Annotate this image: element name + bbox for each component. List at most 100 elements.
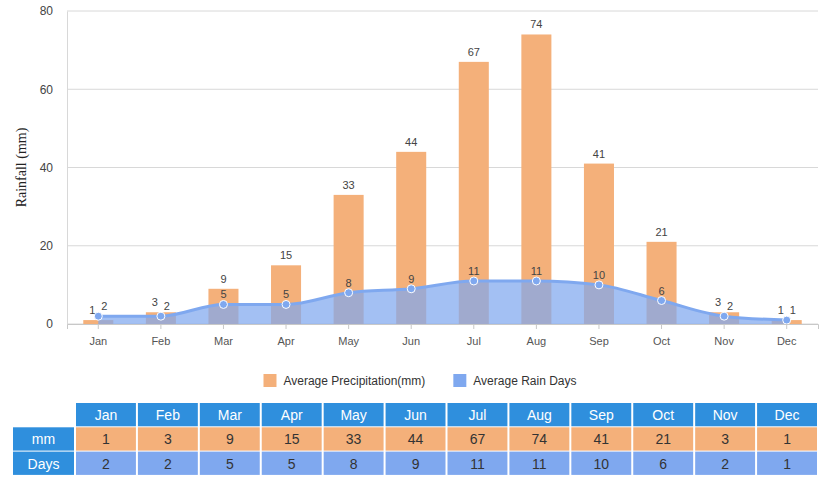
x-tick-mark: [536, 324, 537, 329]
y-tick-label: 80: [40, 4, 54, 18]
x-tick: Jan: [89, 324, 107, 347]
table-cell: [200, 452, 260, 475]
point-label: 1: [790, 304, 796, 316]
table-cell: [76, 452, 136, 475]
table-cell-text: 10: [594, 456, 610, 472]
grid-line: [67, 89, 818, 90]
table-cell: [262, 452, 322, 475]
table-cell-text: 74: [532, 431, 548, 447]
x-tick: Jun: [402, 324, 420, 347]
table-cell: [633, 427, 693, 450]
table-cell: [695, 452, 755, 475]
legend-swatch: [263, 374, 276, 387]
x-tick-mark: [348, 324, 349, 329]
table-cell-text: 11: [532, 456, 547, 472]
table-cell: [324, 427, 384, 450]
table-cell: [571, 427, 631, 450]
bar-label: 3: [715, 296, 721, 308]
point-label: 8: [346, 277, 352, 289]
point: [783, 316, 791, 324]
x-tick-mark: [724, 324, 725, 329]
table-header-text: May: [340, 407, 366, 423]
x-tick-mark: [473, 324, 474, 329]
y-tick: 0: [46, 317, 67, 331]
table-header-cell: [324, 403, 384, 426]
x-tick-mark: [661, 324, 662, 329]
table-cell: [509, 452, 569, 475]
x-tick-mark: [786, 324, 787, 329]
legend-label: Average Rain Days: [473, 374, 576, 388]
point: [407, 285, 415, 293]
x-tick-label: Feb: [151, 335, 170, 347]
table-cell: [324, 452, 384, 475]
table-cell: [509, 427, 569, 450]
table-cell-text: 6: [659, 456, 667, 472]
legend-item: Average Rain Days: [453, 374, 576, 388]
table-header-cell: [200, 403, 260, 426]
point-label: 11: [531, 265, 542, 277]
x-tick: Sep: [589, 324, 609, 347]
table-header-cell: [386, 403, 446, 426]
table-header-text: Nov: [713, 407, 738, 423]
table-cell-text: 67: [470, 431, 486, 447]
point-label: 2: [101, 300, 107, 312]
table-header-cell: [757, 403, 817, 426]
y-tick-label: 40: [40, 161, 54, 175]
table-cell-text: 1: [783, 431, 791, 447]
bar-label: 21: [655, 226, 667, 238]
table-header-cell: [448, 403, 508, 426]
table-cell-text: 8: [350, 456, 358, 472]
table-cell: [757, 452, 817, 475]
bar-label: 41: [593, 148, 605, 160]
table-header-text: Aug: [527, 407, 552, 423]
x-tick-label: Aug: [527, 335, 547, 347]
table-header-text: Jun: [404, 407, 427, 423]
x-tick: May: [338, 324, 359, 347]
point: [157, 312, 165, 320]
bar-label: 67: [468, 46, 480, 58]
table-cell-text: 9: [412, 456, 420, 472]
y-tick: 60: [40, 83, 67, 97]
chart: 020406080Rainfall (mm)JanFebMarAprMayJun…: [0, 0, 830, 479]
table-header-cell: [262, 403, 322, 426]
table-cell-text: 33: [346, 431, 362, 447]
x-tick: Jul: [467, 324, 481, 347]
table: JanFebMarAprMayJunJulAugSepOctNovDecmm13…: [13, 403, 817, 475]
x-tick-label: Dec: [777, 335, 797, 347]
grid-line: [67, 167, 818, 168]
legend-label: Average Precipitation(mm): [283, 374, 425, 388]
bar-label: 44: [405, 136, 417, 148]
point: [282, 300, 290, 308]
table-cell-text: 44: [408, 431, 424, 447]
legend-swatch: [453, 374, 466, 387]
point-label: 9: [408, 273, 414, 285]
x-tick-label: Jun: [402, 335, 420, 347]
table-cell: [13, 427, 74, 450]
table-cell-text: 5: [288, 456, 296, 472]
table-cell-text: 3: [721, 431, 729, 447]
x-tick-label: May: [338, 335, 359, 347]
point: [470, 277, 478, 285]
table-cell: [138, 452, 198, 475]
table-cell-text: 3: [164, 431, 172, 447]
x-tick-label: Sep: [589, 335, 609, 347]
grid: [67, 11, 818, 324]
table-cell-text: 2: [102, 456, 110, 472]
point: [94, 312, 102, 320]
point-label: 5: [283, 288, 289, 300]
x-tick-mark: [598, 324, 599, 329]
data-labels: 1232951553384496711741141102163211: [89, 18, 796, 316]
legend-item: Average Precipitation(mm): [263, 374, 425, 388]
legend: Average Precipitation(mm) Average Rain Da…: [263, 374, 576, 388]
table-cell-text: 11: [470, 456, 485, 472]
x-tick-mark: [286, 324, 287, 329]
x-tick-mark: [160, 324, 161, 329]
bar-label: 1: [89, 304, 95, 316]
y-tick-label: 20: [40, 239, 54, 253]
bar-label: 74: [530, 18, 542, 30]
table-header-cell: [138, 403, 198, 426]
table-cell: [76, 427, 136, 450]
table-header-text: Mar: [218, 407, 242, 423]
y-tick: 80: [40, 4, 67, 18]
y-tick-label: 60: [40, 83, 54, 97]
